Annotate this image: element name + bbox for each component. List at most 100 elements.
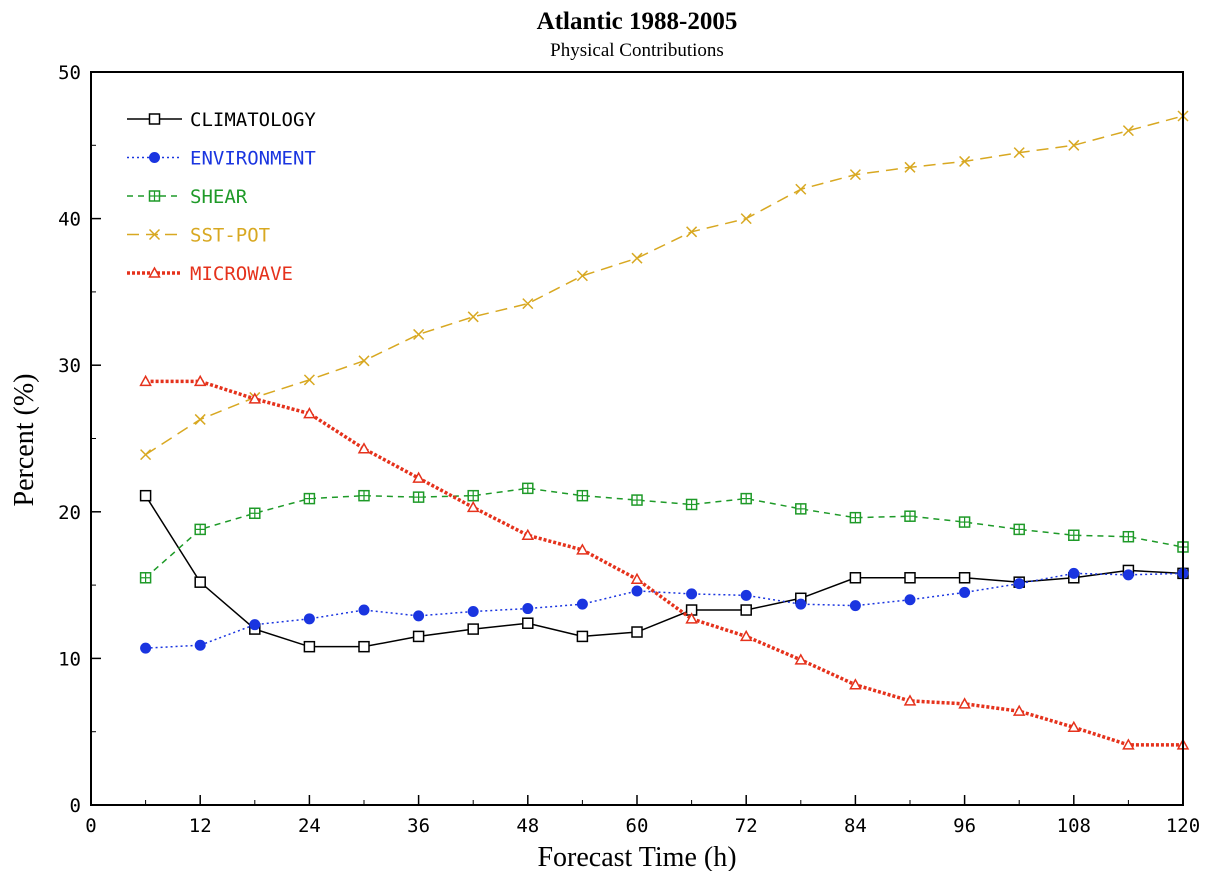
x-tick-label: 84 (844, 815, 867, 837)
data-point (1122, 569, 1134, 581)
x-tick-label: 96 (953, 815, 976, 837)
data-point (1067, 720, 1081, 733)
data-point (140, 642, 152, 654)
data-point (358, 604, 370, 616)
data-point (685, 498, 698, 511)
data-point (522, 298, 534, 310)
series-line (145, 115, 1184, 456)
data-point (357, 442, 371, 454)
data-point (576, 489, 589, 502)
legend-label: SST-POT (190, 225, 270, 247)
x-tick-label: 108 (1057, 815, 1091, 837)
data-point (1068, 567, 1080, 579)
y-tick-label: 30 (58, 355, 81, 377)
data-point (631, 585, 643, 597)
legend-item-microwave: MICROWAVE (127, 263, 293, 285)
data-point (1122, 738, 1135, 750)
data-point (413, 610, 425, 622)
y-tick-label: 50 (58, 62, 81, 84)
data-point (194, 639, 206, 651)
legend-item-shear: SHEAR (127, 186, 248, 208)
data-point (303, 374, 315, 386)
data-point (1012, 704, 1026, 716)
legend-label: CLIMATOLOGY (190, 109, 316, 131)
x-tick-label: 0 (85, 815, 96, 837)
data-point (303, 640, 316, 653)
data-point (1013, 578, 1025, 590)
data-point (740, 213, 752, 225)
legend-item-environment: ENVIRONMENT (127, 148, 316, 170)
series-line (144, 495, 1184, 648)
legend-marker (148, 190, 161, 202)
data-point (631, 626, 643, 638)
legend-item-climatology: CLIMATOLOGY (127, 109, 316, 131)
data-point (576, 270, 588, 282)
series-environment (140, 567, 1189, 654)
data-point (630, 572, 644, 584)
data-point (795, 598, 807, 610)
data-point (193, 374, 207, 387)
y-tick-label: 20 (58, 502, 81, 524)
data-point (795, 183, 807, 195)
data-point (358, 355, 370, 367)
legend: CLIMATOLOGY ENVIRONMENT SHEAR SST-POT MICROW… (127, 109, 316, 285)
data-point (467, 605, 479, 617)
data-point (740, 589, 752, 601)
data-point (1068, 139, 1080, 151)
data-point (849, 511, 862, 524)
data-point (467, 623, 479, 635)
data-point (467, 489, 479, 502)
data-point (740, 492, 752, 505)
data-point (849, 169, 861, 181)
y-axis-label: Percent (%) (9, 374, 40, 507)
chart-subtitle: Physical Contributions (550, 40, 724, 61)
y-tick-label: 0 (70, 795, 81, 817)
data-point (631, 252, 643, 264)
x-axis-label: Forecast Time (h) (537, 842, 736, 871)
data-point (1068, 529, 1080, 542)
data-point (904, 510, 916, 522)
data-point (466, 500, 480, 513)
data-point (194, 413, 206, 425)
legend-marker (148, 266, 161, 278)
data-point (686, 588, 698, 600)
series-line (145, 487, 1184, 579)
x-tick-label: 48 (516, 815, 539, 837)
data-point (358, 640, 370, 653)
x-tick-label: 72 (735, 815, 758, 837)
data-point (631, 494, 643, 506)
legend-marker (148, 228, 161, 241)
data-point (903, 694, 917, 706)
data-point (849, 572, 862, 584)
series-shear (139, 482, 1189, 584)
data-point (576, 543, 589, 555)
data-point (1122, 530, 1135, 543)
data-point (194, 576, 206, 588)
data-point (740, 604, 752, 616)
data-point (139, 374, 152, 387)
legend-label: ENVIRONMENT (190, 148, 316, 170)
x-tick-label: 120 (1166, 815, 1200, 837)
data-point (521, 528, 535, 541)
data-point (686, 226, 698, 238)
data-point (412, 491, 425, 503)
legend-label: MICROWAVE (190, 263, 293, 285)
data-point (412, 471, 425, 483)
data-point (576, 630, 589, 643)
data-point (1122, 125, 1134, 137)
data-point (958, 516, 971, 528)
series-line (145, 572, 1184, 649)
data-point (795, 503, 807, 515)
data-point (139, 489, 152, 502)
chart-title: Atlantic 1988-2005 (537, 8, 738, 35)
data-point (576, 598, 588, 610)
data-point (412, 630, 425, 643)
data-point (522, 603, 534, 615)
legend-marker (148, 113, 161, 125)
data-point (413, 328, 425, 340)
x-axis: 0 12 24 36 48 60 72 84 96 108 120 (85, 795, 1200, 837)
series-line (145, 379, 1183, 747)
x-tick-label: 60 (626, 815, 649, 837)
